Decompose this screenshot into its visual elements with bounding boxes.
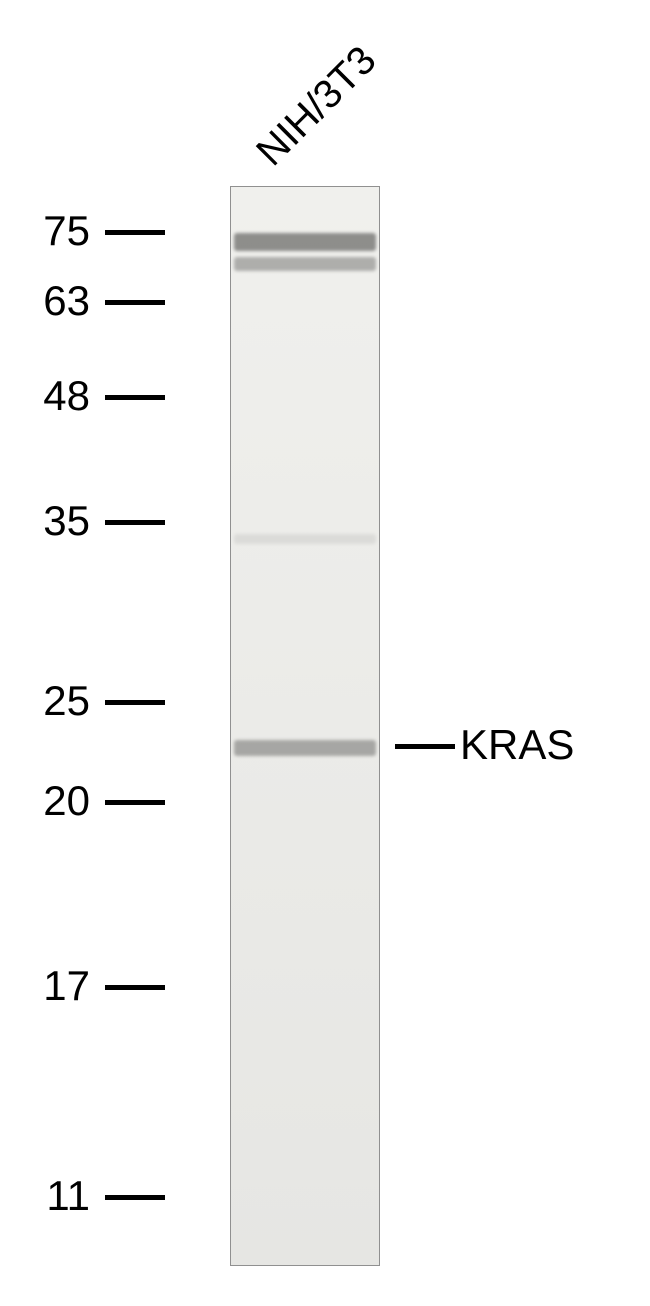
sample-label: NIH/3T3 xyxy=(248,38,385,175)
western-blot-figure: NIH/3T3 75 63 48 35 25 20 17 11 KRAS xyxy=(0,0,650,1306)
mw-marker-label: 11 xyxy=(30,1172,90,1220)
mw-marker-label: 20 xyxy=(30,777,90,825)
mw-marker-tick xyxy=(105,985,165,990)
mw-marker-tick xyxy=(105,230,165,235)
mw-marker-tick xyxy=(105,520,165,525)
protein-annotation-tick xyxy=(395,744,455,749)
blot-band xyxy=(234,740,376,756)
blot-band xyxy=(234,534,376,544)
mw-marker-tick xyxy=(105,1195,165,1200)
mw-marker-label: 75 xyxy=(30,207,90,255)
mw-marker-tick xyxy=(105,395,165,400)
mw-marker-tick xyxy=(105,300,165,305)
blot-band xyxy=(234,257,376,271)
blot-band xyxy=(234,233,376,251)
mw-marker-label: 35 xyxy=(30,497,90,545)
mw-marker-label: 25 xyxy=(30,677,90,725)
mw-marker-label: 63 xyxy=(30,277,90,325)
blot-lane xyxy=(230,186,380,1266)
mw-marker-label: 17 xyxy=(30,962,90,1010)
mw-marker-label: 48 xyxy=(30,372,90,420)
protein-annotation-label: KRAS xyxy=(460,721,574,769)
mw-marker-tick xyxy=(105,800,165,805)
mw-marker-tick xyxy=(105,700,165,705)
